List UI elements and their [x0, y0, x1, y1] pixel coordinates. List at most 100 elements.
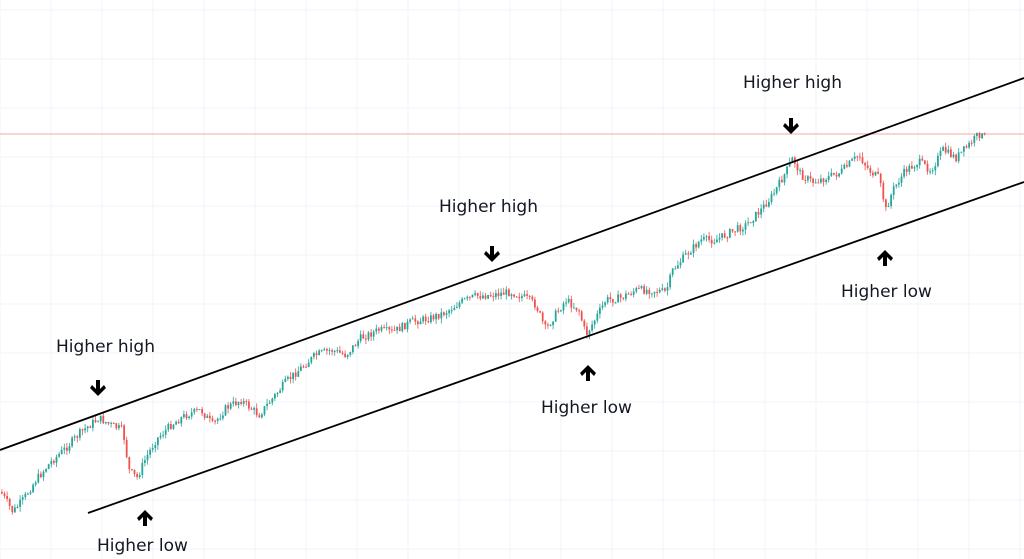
candle-body	[786, 166, 788, 175]
candle-body	[50, 460, 53, 465]
candle-body	[747, 222, 749, 224]
candle-body	[110, 422, 112, 424]
candle-body	[853, 156, 856, 159]
candle-body	[859, 156, 861, 158]
candle-body	[846, 164, 848, 167]
candle-body	[170, 424, 172, 429]
candle-body	[198, 409, 201, 411]
candle-body	[612, 299, 614, 303]
candle-body	[120, 425, 123, 427]
candle-body	[864, 163, 866, 166]
candle-body	[175, 421, 177, 425]
candle-body	[690, 253, 692, 255]
candle-body	[492, 296, 495, 298]
candle-body	[666, 287, 669, 291]
candle-body	[279, 390, 281, 393]
candle-body	[944, 147, 947, 153]
candle-body	[398, 326, 401, 332]
candle-body	[206, 415, 209, 418]
candle-body	[1, 492, 3, 494]
candle-body	[508, 289, 510, 297]
candle-body	[151, 448, 154, 450]
down-arrow-icon	[90, 380, 106, 396]
candle-body	[869, 167, 872, 173]
candle-body	[721, 233, 723, 238]
candle-body	[830, 172, 833, 176]
candle-body	[362, 334, 365, 339]
candle-body	[99, 415, 102, 422]
candle-body	[365, 338, 367, 340]
candle-body	[921, 158, 924, 161]
candle-body	[583, 320, 586, 327]
candle-body	[586, 326, 588, 335]
candle-body	[118, 425, 120, 429]
candle-body	[448, 310, 450, 314]
candle-body	[913, 167, 916, 169]
candle-body	[981, 133, 983, 139]
candle-body	[531, 296, 534, 300]
candle-body	[60, 449, 63, 454]
candle-body	[331, 350, 333, 352]
candle-body	[534, 299, 536, 308]
candle-body	[817, 182, 820, 184]
candle-body	[851, 158, 853, 161]
candle-body	[604, 302, 606, 306]
candle-body	[125, 439, 128, 458]
candle-body	[336, 350, 339, 352]
candle-body	[424, 316, 427, 322]
candle-body	[437, 313, 440, 319]
candle-body	[609, 297, 612, 300]
candle-body	[461, 298, 463, 303]
candle-body	[190, 412, 193, 417]
candle-body	[469, 296, 471, 298]
candle-body	[526, 294, 528, 296]
candle-body	[258, 415, 261, 418]
candle-body	[856, 156, 859, 158]
candle-body	[219, 418, 222, 420]
candle-body	[898, 182, 900, 185]
candle-body	[391, 329, 393, 331]
candle-body	[359, 334, 362, 342]
annotation-higher-low-3: Higher low	[841, 282, 932, 302]
candle-body	[554, 310, 557, 322]
candle-body	[926, 163, 929, 172]
candle-body	[708, 236, 710, 240]
annotation-higher-high-1: Higher high	[56, 337, 155, 357]
candle-body	[521, 296, 523, 299]
candle-body	[695, 244, 697, 248]
candle-body	[500, 292, 502, 296]
candle-body	[430, 315, 432, 323]
candle-body	[86, 426, 89, 429]
candle-body	[227, 405, 229, 409]
candle-body	[638, 287, 640, 289]
candle-body	[640, 286, 643, 289]
candle-body	[409, 319, 411, 322]
candle-body	[372, 331, 375, 337]
candle-body	[947, 149, 950, 153]
candle-body	[617, 294, 619, 303]
candle-body	[963, 146, 965, 152]
annotation-higher-low-1: Higher low	[97, 536, 188, 556]
candle-body	[801, 170, 804, 180]
candle-body	[682, 254, 684, 263]
candle-body	[237, 401, 240, 405]
candle-body	[599, 307, 601, 314]
candle-body	[352, 345, 354, 353]
candle-body	[40, 473, 42, 478]
candle-body	[825, 180, 827, 183]
candle-body	[651, 293, 653, 295]
candle-body	[242, 401, 245, 404]
candle-body	[97, 421, 99, 423]
candle-body	[261, 414, 263, 418]
candle-body	[232, 401, 235, 404]
candle-body	[196, 408, 198, 410]
candle-body	[84, 428, 86, 431]
candle-body	[807, 176, 809, 181]
candle-body	[918, 158, 921, 166]
candle-body	[211, 418, 214, 421]
candle-body	[697, 241, 700, 248]
candle-body	[274, 394, 276, 399]
candle-body	[895, 184, 898, 187]
candle-body	[300, 366, 302, 371]
candle-body	[648, 289, 651, 294]
